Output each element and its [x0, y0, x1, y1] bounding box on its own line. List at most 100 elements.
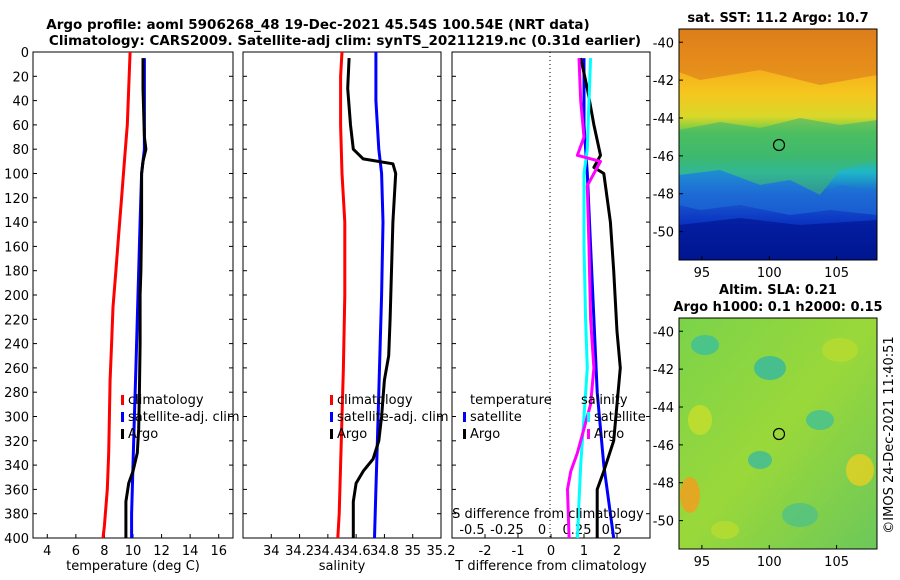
- legend-swatch-argo: [330, 429, 333, 439]
- y-tick-label: 320: [4, 435, 29, 450]
- map-x-tick-label: 95: [694, 555, 711, 570]
- map-x-tick-label: 100: [757, 555, 782, 570]
- map-y-tick-label: -44: [653, 401, 674, 416]
- x-tick-label: 35: [404, 544, 421, 559]
- legend-swatch-argo: [121, 429, 124, 439]
- sla-blob: [711, 521, 739, 539]
- x-tick-label: 1: [580, 544, 588, 559]
- map-x-tick-label: 105: [824, 266, 849, 281]
- map-y-tick-label: -48: [653, 188, 674, 203]
- x-tick-label: 14: [182, 544, 199, 559]
- y-tick-label: 240: [4, 338, 29, 353]
- s-diff-tick-label: -0.5: [459, 523, 484, 538]
- y-tick-label: 120: [4, 192, 29, 207]
- legend-label: Argo: [128, 427, 158, 442]
- sst-map: [678, 28, 878, 261]
- map-y-tick-label: -42: [653, 74, 674, 89]
- legend-swatch-t-satellite: [463, 412, 466, 422]
- legend-label: temperature: [470, 393, 552, 408]
- s-diff-tick-label: 0: [538, 523, 546, 538]
- map-y-tick-label: -42: [653, 363, 674, 378]
- legend-label: climatology: [128, 393, 204, 408]
- y-tick-label: 80: [12, 143, 29, 158]
- data-lines: [101, 51, 622, 539]
- x-tick-label: 8: [100, 544, 108, 559]
- series-line-t-argo: [579, 57, 622, 538]
- legend-label: Argo: [337, 427, 367, 442]
- s-difference-xlabel: S difference from climatology: [452, 507, 644, 522]
- y-tick-label: 200: [4, 289, 29, 304]
- legend-label: satellite-adj. clim: [128, 410, 240, 425]
- legend-swatch-climatology: [121, 395, 124, 405]
- sla-map-frame: [678, 317, 878, 550]
- series-line-s-satellite: [575, 58, 593, 539]
- y-tick-label: 380: [4, 508, 29, 523]
- map-y-tick-label: -46: [653, 150, 674, 165]
- x-tick-label: 12: [153, 544, 170, 559]
- sla-blob: [754, 356, 786, 380]
- x-tick-label: 4: [43, 544, 51, 559]
- map-x-tick-label: 105: [824, 555, 849, 570]
- title-line-1: Argo profile: aoml 5906268_48 19-Dec-202…: [46, 17, 589, 33]
- map-axis-ticks: 95 100 105 -40 -42 -44 -46 -48 -50 95 100 105 -40 -42…: [653, 36, 849, 570]
- sst-map-frame: [678, 28, 878, 261]
- legend-swatch-t-argo: [463, 429, 466, 439]
- y-tick-label: 140: [4, 216, 29, 231]
- legend-label: satellite-adj. clim: [337, 410, 449, 425]
- temperature-legend: climatology satellite-adj. clim Argo: [121, 393, 240, 442]
- x-tick-label: 34.6: [342, 544, 371, 559]
- sla-blob: [782, 503, 818, 527]
- salinity-legend: climatology satellite-adj. clim Argo: [330, 393, 449, 442]
- salinity-xlabel: salinity: [319, 559, 366, 574]
- sla-blob: [680, 477, 700, 513]
- sla-blob: [691, 335, 719, 355]
- sst-argo-location-marker: [772, 138, 786, 152]
- sst-warm-patch: [679, 29, 877, 85]
- x-tick-label: 34.8: [370, 544, 399, 559]
- x-tick-label: 35.2: [427, 544, 456, 559]
- y-tick-label: 400: [4, 532, 29, 547]
- y-tick-label: 40: [12, 95, 29, 110]
- map-y-tick-label: -46: [653, 439, 674, 454]
- y-tick-label: 220: [4, 313, 29, 328]
- y-tick-label: 0: [21, 46, 29, 61]
- sst-map-title: sat. SST: 11.2 Argo: 10.7: [687, 11, 868, 26]
- y-tick-label: 260: [4, 362, 29, 377]
- sla-blob: [748, 451, 772, 469]
- sla-argo-location-marker: [772, 427, 786, 441]
- title-line-2: Climatology: CARS2009. Satellite-adj cli…: [49, 33, 641, 49]
- y-tick-label: 20: [12, 70, 29, 85]
- x-tick-label: 0: [547, 544, 555, 559]
- series-line-satellite-adj-clim: [373, 52, 385, 539]
- map-y-tick-label: -50: [653, 226, 674, 241]
- sla-blob: [846, 454, 874, 486]
- sst-deep-blue-band: [679, 218, 877, 260]
- sla-map: [678, 317, 878, 550]
- x-tick-label: 34.4: [313, 544, 342, 559]
- y-tick-label: 300: [4, 411, 29, 426]
- sla-blob: [688, 405, 712, 435]
- legend-label: climatology: [337, 393, 413, 408]
- y-tick-label: 340: [4, 459, 29, 474]
- sla-map-title-line-2: Argo h1000: 0.1 h2000: 0.15: [673, 300, 882, 315]
- x-tick-label: -1: [512, 544, 525, 559]
- map-x-tick-label: 100: [757, 266, 782, 281]
- t-difference-xlabel: T difference from climatology: [454, 559, 647, 574]
- x-tick-label: -2: [479, 544, 492, 559]
- map-y-tick-label: -44: [653, 112, 674, 127]
- series-line-argo: [346, 58, 398, 538]
- legend-swatch-s-satellite: [587, 412, 590, 422]
- x-tick-label: 6: [72, 544, 80, 559]
- map-y-tick-label: -48: [653, 477, 674, 492]
- legend-label: satellite: [470, 410, 522, 425]
- difference-legend: temperature satellite Argo salinity sate…: [463, 393, 646, 442]
- y-tick-label: 60: [12, 119, 29, 134]
- series-line-t-satellite: [582, 58, 616, 539]
- y-tick-label: 180: [4, 265, 29, 280]
- map-y-tick-label: -40: [653, 36, 674, 51]
- legend-label: satellite: [594, 410, 646, 425]
- map-y-tick-label: -50: [653, 515, 674, 530]
- legend-label: Argo: [594, 427, 624, 442]
- sla-map-title-line-1: Altim. SLA: 0.21: [719, 283, 837, 298]
